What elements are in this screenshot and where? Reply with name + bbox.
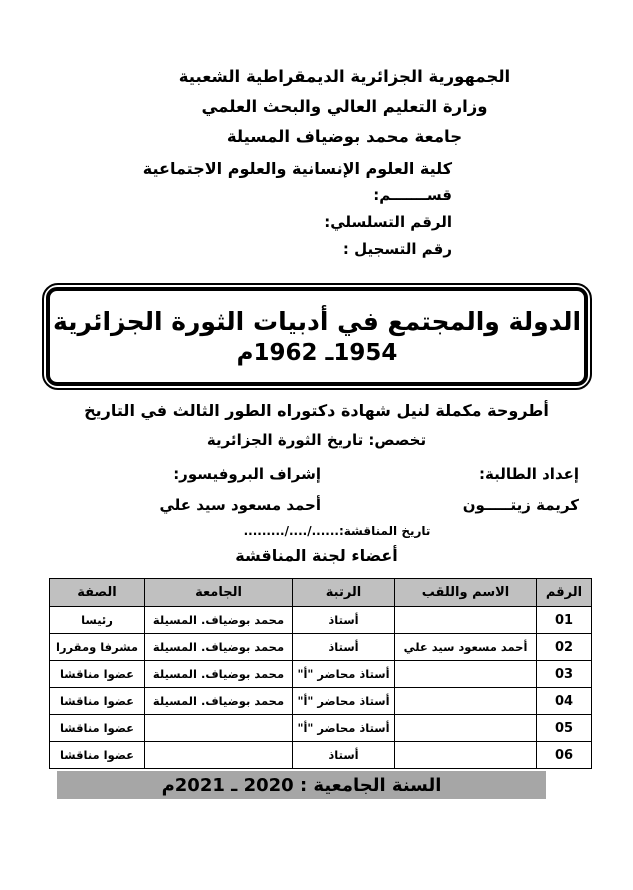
cell-university: محمد بوضياف. المسيلة <box>144 660 293 688</box>
thesis-title: الدولة والمجتمع في أدبيات الثورة الجزائر… <box>52 307 582 336</box>
col-header-role: الصفة <box>49 578 145 607</box>
table-row: 03 أستاذ محاضر "أ" محمد بوضياف. المسيلة … <box>49 660 592 688</box>
committee-heading: أعضاء لجنة المناقشة <box>235 546 398 565</box>
table-row: 04 أستاذ محاضر "أ" محمد بوضياف. المسيلة … <box>49 687 592 715</box>
cell-number: 03 <box>536 660 592 688</box>
cell-number: 06 <box>536 741 592 769</box>
cell-name: أحمد مسعود سيد علي <box>394 633 537 661</box>
cell-university: محمد بوضياف. المسيلة <box>144 633 293 661</box>
cell-university <box>144 741 293 769</box>
serial-number-label: الرقم التسلسلي: <box>324 213 452 231</box>
table-row: 02 أحمد مسعود سيد علي أستاذ محمد بوضياف.… <box>49 633 592 661</box>
faculty-line: كلية العلوم الإنسانية والعلوم الاجتماعية <box>142 159 452 178</box>
cell-number: 02 <box>536 633 592 661</box>
cell-university <box>144 714 293 742</box>
student-name: كريمة زيتـــــون <box>462 496 579 514</box>
defense-date-line: تاريخ المناقشة:....../..../......... <box>243 524 431 538</box>
university-line: جامعة محمد بوضياف المسيلة <box>226 127 463 146</box>
table-row: 05 أستاذ محاضر "أ" عضوا مناقشا <box>49 714 592 742</box>
thesis-statement: أطروحة مكملة لنيل شهادة دكتوراه الطور ال… <box>84 401 549 420</box>
department-label: قســـــــم: <box>373 186 452 204</box>
table-header-row: الرقم الاسم واللقب الرتبة الجامعة الصفة <box>49 578 592 607</box>
supervisor-name: أحمد مسعود سيد علي <box>159 496 321 514</box>
title-box-inner-border: الدولة والمجتمع في أدبيات الثورة الجزائر… <box>46 287 588 386</box>
supervisor-label: إشراف البروفيسور: <box>173 465 321 483</box>
cell-rank: أستاذ محاضر "أ" <box>292 714 395 742</box>
cell-university: محمد بوضياف. المسيلة <box>144 606 293 634</box>
document-header: الجمهورية الجزائرية الديمقراطية الشعبية … <box>56 62 633 152</box>
col-header-rank: الرتبة <box>292 578 395 607</box>
cell-rank: أستاذ <box>292 606 395 634</box>
admin-block: كلية العلوم الإنسانية والعلوم الاجتماعية… <box>143 155 452 263</box>
table-row: 06 أستاذ عضوا مناقشا <box>49 741 592 769</box>
cell-university: محمد بوضياف. المسيلة <box>144 687 293 715</box>
col-header-number: الرقم <box>536 578 592 607</box>
republic-line: الجمهورية الجزائرية الديمقراطية الشعبية <box>178 67 511 86</box>
col-header-university: الجامعة <box>144 578 293 607</box>
cell-role: رئيسا <box>49 606 145 634</box>
cell-rank: أستاذ <box>292 741 395 769</box>
thesis-specialty: تخصص: تاريخ الثورة الجزائرية <box>206 431 427 449</box>
cell-name <box>394 660 537 688</box>
committee-table: الرقم الاسم واللقب الرتبة الجامعة الصفة … <box>49 578 592 769</box>
col-header-name: الاسم واللقب <box>394 578 537 607</box>
table-row: 01 أستاذ محمد بوضياف. المسيلة رئيسا <box>49 606 592 634</box>
cell-name <box>394 714 537 742</box>
cell-role: عضوا مناقشا <box>49 714 145 742</box>
cell-rank: أستاذ <box>292 633 395 661</box>
supervisor-block: إشراف البروفيسور: أحمد مسعود سيد علي <box>159 459 321 521</box>
cell-number: 01 <box>536 606 592 634</box>
cell-role: مشرفا ومقررا <box>49 633 145 661</box>
registration-number-label: رقم التسجيل : <box>342 240 452 258</box>
cell-rank: أستاذ محاضر "أ" <box>292 660 395 688</box>
cell-number: 05 <box>536 714 592 742</box>
academic-year-bar: السنة الجامعية : 2020 ـ 2021م <box>57 771 546 799</box>
student-block: إعداد الطالبة: كريمة زيتـــــون <box>463 459 579 521</box>
student-label: إعداد الطالبة: <box>479 465 579 483</box>
cell-name <box>394 741 537 769</box>
ministry-line: وزارة التعليم العالي والبحث العلمي <box>201 97 488 116</box>
cell-number: 04 <box>536 687 592 715</box>
thesis-years: 1954ـ 1962م <box>236 340 398 366</box>
cell-name <box>394 606 537 634</box>
cell-rank: أستاذ محاضر "أ" <box>292 687 395 715</box>
cell-role: عضوا مناقشا <box>49 741 145 769</box>
cell-name <box>394 687 537 715</box>
cell-role: عضوا مناقشا <box>49 687 145 715</box>
cell-role: عضوا مناقشا <box>49 660 145 688</box>
title-box: الدولة والمجتمع في أدبيات الثورة الجزائر… <box>42 283 592 390</box>
